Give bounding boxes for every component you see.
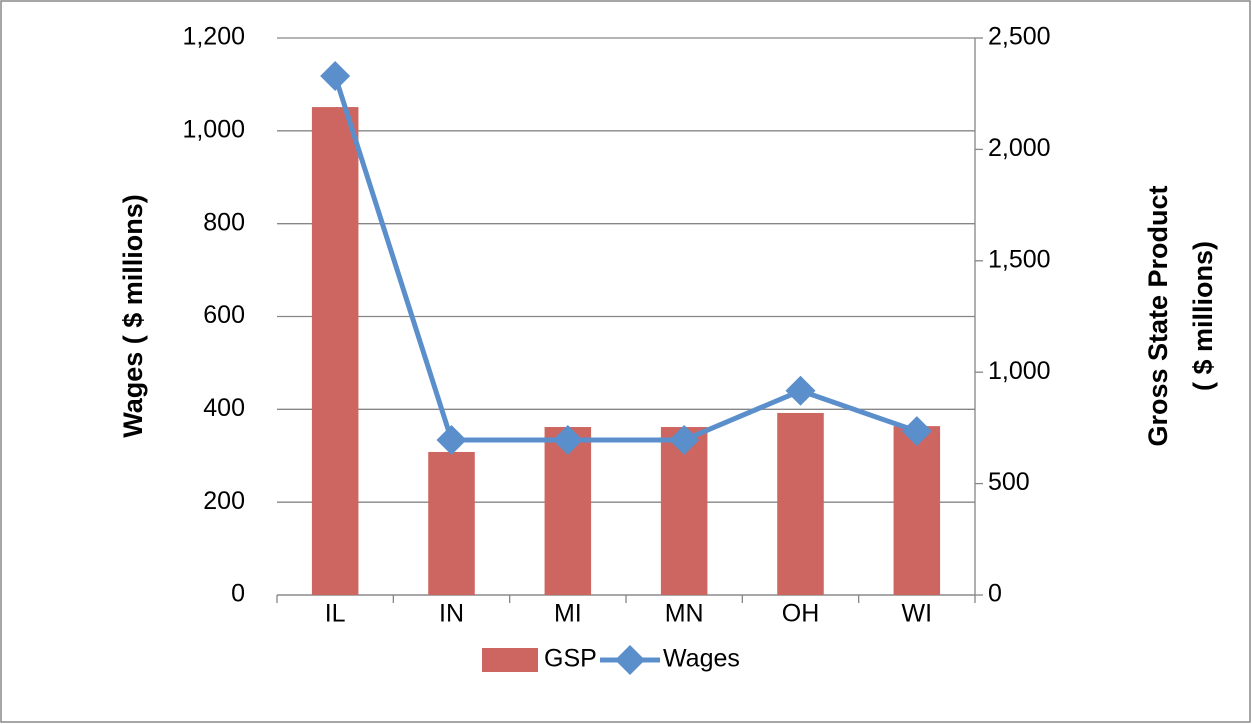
x-tick-label: IL xyxy=(325,600,346,628)
bar xyxy=(893,426,941,595)
y-axis-title: Wages ( $ millions) xyxy=(118,194,148,438)
x-tick-label: IN xyxy=(439,600,464,628)
x-tick-label: MN xyxy=(665,600,704,628)
marker xyxy=(552,424,583,455)
legend-swatch xyxy=(482,648,538,672)
marker xyxy=(785,375,816,406)
legend-label: GSP xyxy=(544,645,597,673)
y2-tick-label: 2,000 xyxy=(988,134,1051,162)
y2-tick-label: 0 xyxy=(988,580,1002,608)
bar xyxy=(777,412,824,595)
y2-tick-label: 2,500 xyxy=(988,23,1051,51)
bar xyxy=(544,427,592,595)
marker xyxy=(320,61,351,92)
x-tick-label: WI xyxy=(902,600,933,628)
bar xyxy=(311,107,359,596)
y2-axis-title: ( $ millions) xyxy=(1188,241,1218,391)
y-tick-label: 800 xyxy=(203,208,245,236)
x-tick-label: MI xyxy=(554,600,582,628)
y-tick-label: 200 xyxy=(203,487,245,515)
y-tick-label: 0 xyxy=(231,580,245,608)
y-tick-label: 600 xyxy=(203,301,245,329)
x-tick-label: OH xyxy=(782,600,820,628)
bar xyxy=(428,451,475,595)
line xyxy=(332,75,918,443)
marker xyxy=(669,424,700,455)
marker xyxy=(901,416,932,447)
legend-swatch xyxy=(615,645,645,675)
bar xyxy=(660,427,708,595)
y2-tick-label: 1,500 xyxy=(988,245,1051,273)
y2-tick-label: 1,000 xyxy=(988,357,1051,385)
y-tick-label: 400 xyxy=(203,394,245,422)
y2-axis-title: Gross State Product xyxy=(1143,185,1173,446)
y-tick-label: 1,000 xyxy=(182,115,245,143)
legend-label: Wages xyxy=(663,645,740,673)
y2-tick-label: 500 xyxy=(988,468,1030,496)
marker xyxy=(436,424,467,455)
y-tick-label: 1,200 xyxy=(182,23,245,51)
